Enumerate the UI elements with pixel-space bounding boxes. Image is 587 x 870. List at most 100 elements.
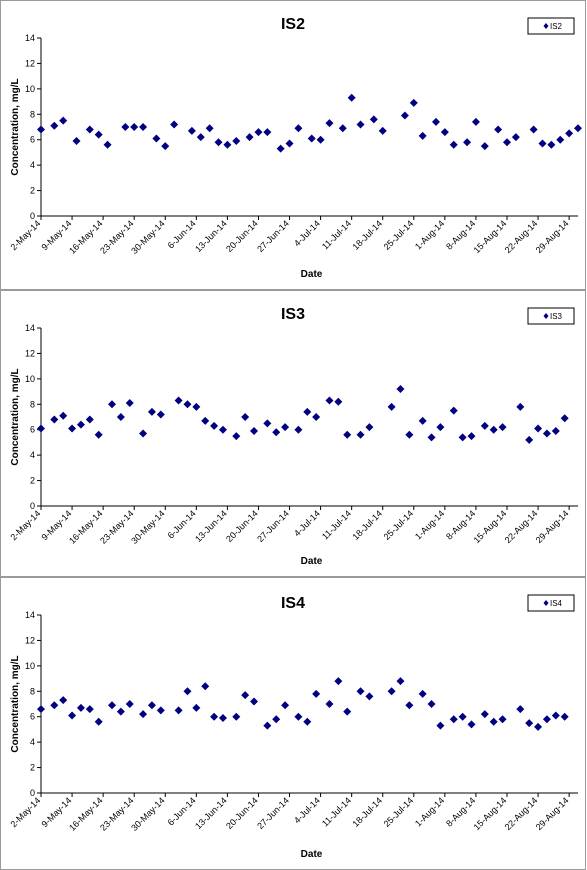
y-tick-label: 14 — [25, 610, 35, 620]
y-tick-label: 14 — [25, 323, 35, 333]
data-point — [50, 415, 59, 424]
y-axis-label: Concentration, mg/L — [10, 368, 21, 465]
legend: IS2 — [527, 17, 575, 35]
chart-is3: IS3024681012142-May-149-May-1416-May-142… — [8, 306, 578, 567]
legend: IS3 — [527, 307, 575, 325]
data-point — [50, 701, 59, 710]
data-point — [356, 687, 365, 696]
data-point — [498, 715, 507, 724]
x-axis-label: Date — [301, 556, 323, 567]
data-point — [511, 133, 520, 142]
chart-panel-is2: IS2 0 2 4 6 8 10 12 14 2-May-14 9-May-14 16-May-14 2… — [0, 0, 586, 290]
data-point — [108, 400, 117, 409]
x-tick-label: 20-Jun-14 — [224, 795, 260, 831]
data-point — [192, 402, 201, 411]
data-point — [232, 136, 241, 145]
data-point — [161, 142, 170, 151]
y-axis-label: Concentration, mg/L — [10, 655, 21, 752]
data-point — [400, 111, 409, 120]
data-point — [542, 429, 551, 438]
chart-title: IS4 — [281, 595, 305, 612]
data-point — [218, 713, 227, 722]
data-point — [516, 402, 525, 411]
data-point — [494, 125, 503, 134]
data-point — [312, 689, 321, 698]
data-point — [241, 413, 250, 421]
x-axis-label: Date — [301, 269, 323, 280]
data-point — [125, 399, 134, 408]
chart-is4: IS4024681012142-May-149-May-1416-May-142… — [8, 594, 578, 860]
data-point — [116, 707, 125, 716]
chart-title: IS3 — [281, 306, 305, 323]
data-point — [125, 700, 134, 708]
data-point — [37, 125, 45, 134]
data-point — [467, 720, 476, 729]
data-point — [436, 423, 445, 432]
chart-panel-is3: IS3 0 2 4 6 8 10 12 14 2-May-14 9-May-14 16-May-14 2… — [0, 290, 586, 577]
data-point — [387, 687, 396, 696]
legend-box — [527, 594, 575, 612]
data-point — [458, 433, 467, 442]
data-point — [139, 123, 148, 131]
data-point — [276, 144, 285, 153]
data-point — [303, 407, 312, 416]
data-point — [356, 120, 365, 129]
x-tick-label: 1-Aug-14 — [413, 508, 446, 541]
data-point — [312, 413, 321, 421]
data-point — [94, 130, 103, 139]
data-point — [525, 719, 534, 728]
data-point — [343, 430, 352, 439]
data-point — [192, 703, 201, 712]
data-point — [303, 717, 312, 726]
x-tick-label: 1-Aug-14 — [413, 218, 446, 251]
data-point — [94, 430, 103, 439]
data-point — [187, 126, 196, 135]
data-point — [205, 124, 214, 133]
data-point — [551, 426, 560, 435]
data-point — [250, 697, 259, 706]
data-point — [480, 142, 489, 151]
y-tick-label: 10 — [25, 374, 35, 384]
y-tick-label: 6 — [30, 135, 35, 145]
data-point — [427, 433, 436, 442]
data-point — [139, 710, 148, 719]
data-point — [139, 429, 148, 438]
data-point — [325, 119, 334, 128]
x-tick-label: 25-Jul-14 — [382, 795, 416, 829]
chart-panel-is4: IS4 0 2 4 6 8 10 12 14 2-May-14 9-May-14 16-May-14 2… — [0, 577, 586, 870]
data-point — [369, 115, 378, 124]
x-tick-label: 18-Jul-14 — [351, 795, 385, 829]
x-tick-label: 29-Aug-14 — [534, 795, 571, 832]
chart-title: IS2 — [281, 16, 305, 33]
y-tick-label: 4 — [30, 737, 35, 747]
x-tick-label: 18-Jul-14 — [351, 218, 385, 252]
data-point — [547, 140, 556, 149]
data-point — [418, 416, 427, 425]
data-point — [85, 125, 94, 134]
x-tick-label: 29-Aug-14 — [534, 508, 571, 545]
x-tick-label: 2-May-14 — [8, 218, 42, 252]
y-tick-label: 8 — [30, 109, 35, 119]
y-tick-label: 2 — [30, 186, 35, 196]
y-tick-label: 0 — [30, 501, 35, 511]
data-point — [427, 700, 436, 708]
data-point — [85, 415, 94, 424]
data-point — [458, 712, 467, 721]
legend-marker — [543, 313, 549, 319]
data-point — [365, 692, 374, 701]
data-point — [565, 129, 574, 138]
data-point — [183, 400, 192, 409]
data-point — [516, 705, 525, 714]
data-point — [210, 712, 219, 721]
y-tick-label: 14 — [25, 33, 35, 43]
data-point — [436, 721, 445, 730]
data-point — [338, 124, 347, 133]
data-point — [498, 423, 507, 432]
x-tick-label: 27-Jun-14 — [255, 508, 291, 544]
data-point — [409, 98, 418, 107]
y-tick-label: 8 — [30, 686, 35, 696]
data-point — [538, 139, 547, 148]
legend-box — [527, 307, 575, 325]
data-point — [108, 701, 117, 710]
data-point — [405, 430, 414, 439]
